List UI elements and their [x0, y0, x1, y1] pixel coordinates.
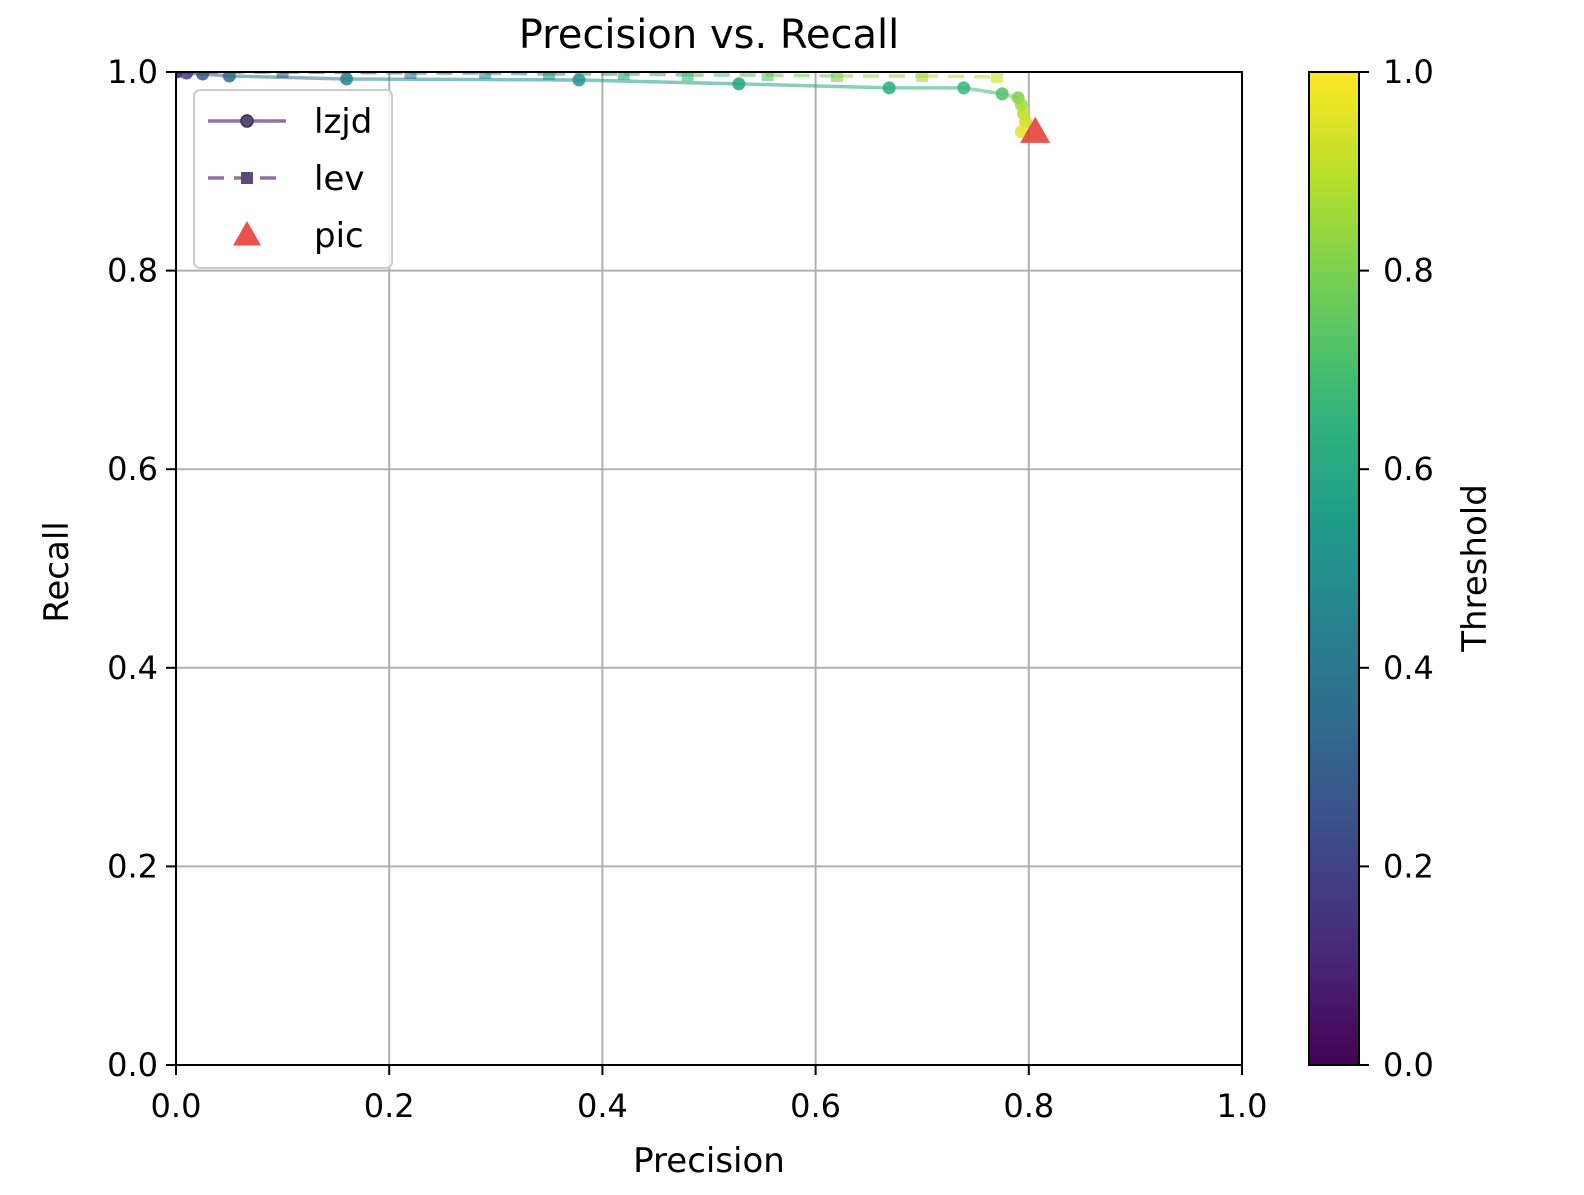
colorbar-tick-label: 0.4 [1383, 649, 1434, 687]
series-lzjd-point [340, 72, 354, 86]
y-tick-label: 0.4 [107, 649, 158, 687]
series-lev-point [479, 72, 492, 79]
colorbar-gradient [1308, 71, 1360, 1066]
colorbar-tick-label: 0.2 [1383, 847, 1434, 885]
legend-marker [240, 114, 254, 128]
y-axis-label: Recall [37, 521, 77, 622]
series-lzjd-point [732, 77, 746, 91]
series-lev-point [176, 72, 182, 78]
series-lzjd-segment [346, 77, 579, 82]
x-tick-label: 0.2 [364, 1087, 415, 1125]
series-lzjd-segment [578, 78, 739, 86]
colorbar-tick-label: 0.6 [1383, 450, 1434, 488]
series-lzjd-point [180, 72, 194, 80]
colorbar-label: Threshold [1455, 484, 1495, 653]
series-lev-point [830, 72, 843, 82]
legend-marker [233, 221, 261, 246]
series-pic [1020, 116, 1051, 143]
series-lzjd-point [572, 73, 586, 87]
series-lzjd-point [1014, 125, 1028, 139]
series-lzjd-segment [738, 82, 890, 90]
x-axis-label: Precision [633, 1141, 785, 1181]
x-tick-label: 0.6 [790, 1087, 841, 1125]
legend-item-lev: lev [208, 159, 365, 199]
series-lzjd-point [196, 72, 210, 81]
colorbar-tick-label: 0.8 [1383, 252, 1434, 290]
series-lev-point [916, 72, 929, 82]
x-tick-label: 1.0 [1217, 1087, 1268, 1125]
colorbar-ticks: 0.0 0.2 0.4 0.6 0.8 1.0 [1359, 53, 1434, 1084]
series-lzjd-point [222, 72, 236, 83]
series-lzjd-point [882, 81, 896, 95]
plot-frame [175, 71, 1243, 1066]
series-lev-segment [485, 72, 550, 76]
colorbar-tick-label: 1.0 [1383, 53, 1434, 91]
series-lev-point [404, 72, 417, 79]
y-tick-label: 1.0 [107, 53, 158, 91]
x-tick-label: 0.0 [151, 1087, 202, 1125]
x-tick-label: 0.4 [577, 1087, 628, 1125]
legend-item-lzjd: lzjd [208, 102, 372, 142]
x-axis-ticks: 0.0 0.2 0.4 0.6 0.8 1.0 [151, 1065, 1268, 1125]
legend-marker [241, 172, 253, 184]
series-lev-segment [922, 74, 997, 79]
series-lev-point [990, 72, 1003, 83]
series-lev-point [617, 72, 630, 80]
legend-label: lzjd [314, 102, 372, 142]
colorbar: 0.0 0.2 0.4 0.6 0.8 1.0 Threshold [1308, 53, 1495, 1084]
series-lev-segment [767, 73, 837, 78]
legend-item-pic: pic [233, 216, 364, 256]
y-tick-label: 0.6 [107, 450, 158, 488]
series-lev-point [761, 72, 774, 81]
series-lev-point [543, 72, 556, 80]
y-tick-label: 0.2 [107, 847, 158, 885]
series-lzjd-point [995, 87, 1009, 101]
series-lzjd-point [957, 81, 971, 95]
chart-title: Precision vs. Recall [519, 12, 899, 58]
series-lev-segment [623, 72, 688, 77]
series-lzjd-point [1019, 115, 1033, 129]
series-pic-point [1020, 116, 1051, 143]
colorbar-tick-label: 0.0 [1383, 1046, 1434, 1084]
legend-label: pic [314, 216, 364, 256]
legend-box [193, 89, 393, 269]
legend: lzjd lev pic [193, 89, 393, 269]
x-tick-label: 0.8 [1003, 1087, 1054, 1125]
y-tick-label: 0.0 [107, 1046, 158, 1084]
legend-label: lev [314, 159, 365, 199]
series-lev-point [276, 72, 289, 78]
series-lev-point [681, 72, 694, 81]
y-axis-ticks: 0.0 0.2 0.4 0.6 0.8 1.0 [107, 53, 176, 1084]
y-tick-label: 0.8 [107, 252, 158, 290]
